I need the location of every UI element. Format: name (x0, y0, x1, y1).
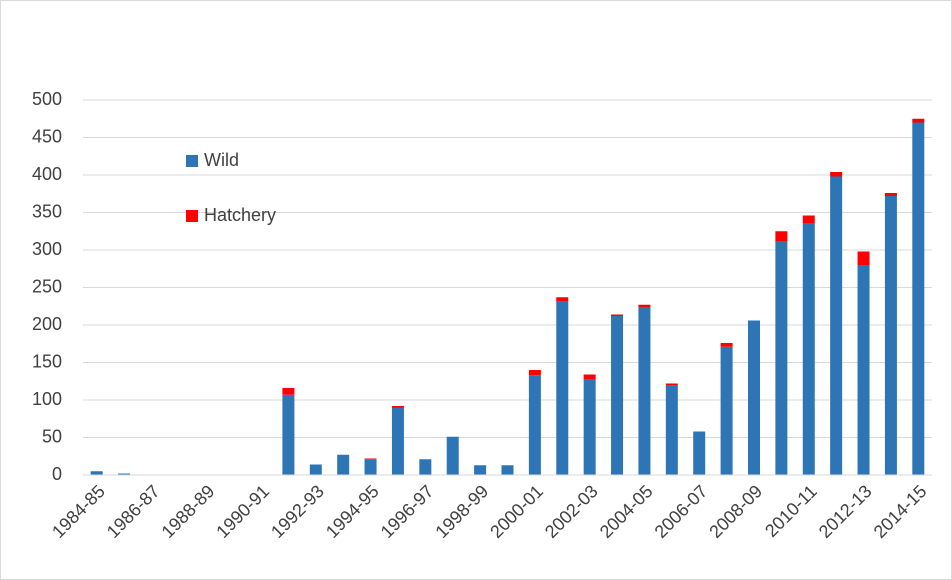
bar-segment (912, 118, 925, 123)
bar-segment (857, 251, 870, 265)
bar-segment (665, 385, 678, 475)
bar-segment (391, 406, 404, 408)
bar-segment (884, 193, 897, 196)
bar-segment (528, 370, 541, 376)
bar-segment (309, 464, 322, 475)
bar-segment (747, 320, 760, 475)
bar-segment (419, 459, 432, 475)
bar-segment (802, 223, 815, 475)
y-tick-label: 100 (32, 389, 62, 409)
bar-segment (446, 436, 459, 475)
y-tick-label: 500 (32, 89, 62, 109)
bar-segment (501, 465, 514, 475)
bar-segment (857, 265, 870, 475)
legend-label: Hatchery (204, 205, 276, 225)
y-tick-label: 150 (32, 351, 62, 371)
y-tick-label: 0 (52, 464, 62, 484)
y-tick-label: 450 (32, 126, 62, 146)
bar-segment (583, 379, 596, 475)
bar-segment (665, 383, 678, 385)
bar-segment (693, 431, 706, 475)
bar-segment (720, 343, 733, 347)
bar-segment (775, 241, 788, 475)
legend-swatch (186, 210, 198, 222)
bar-segment (556, 297, 569, 301)
bar-segment (391, 407, 404, 475)
bar-segment (830, 176, 843, 475)
y-tick-label: 200 (32, 314, 62, 334)
bar-segment (282, 388, 295, 395)
bar-segment (884, 196, 897, 475)
bar-segment (638, 304, 651, 307)
bar-segment (611, 316, 624, 475)
y-tick-label: 300 (32, 239, 62, 259)
y-tick-label: 50 (42, 426, 62, 446)
bar-segment (90, 471, 103, 475)
bar-segment (528, 375, 541, 475)
legend-swatch (186, 155, 198, 167)
bar-segment (830, 172, 843, 177)
bar-segment (720, 346, 733, 475)
y-tick-label: 250 (32, 276, 62, 296)
bar-segment (474, 465, 487, 475)
legend-label: Wild (204, 150, 239, 170)
bar-segment (118, 473, 131, 475)
bar-segment (556, 301, 569, 475)
y-tick-label: 350 (32, 201, 62, 221)
bar-segment (364, 459, 377, 475)
bar-segment (638, 307, 651, 475)
y-tick-label: 400 (32, 164, 62, 184)
bar-segment (912, 122, 925, 475)
bar-segment (802, 215, 815, 223)
bar-segment (611, 314, 624, 316)
bar-segment (583, 374, 596, 379)
bar-segment (364, 458, 377, 460)
bar-segment (775, 231, 788, 242)
bar-segment (337, 454, 350, 475)
bar-segment (282, 394, 295, 475)
